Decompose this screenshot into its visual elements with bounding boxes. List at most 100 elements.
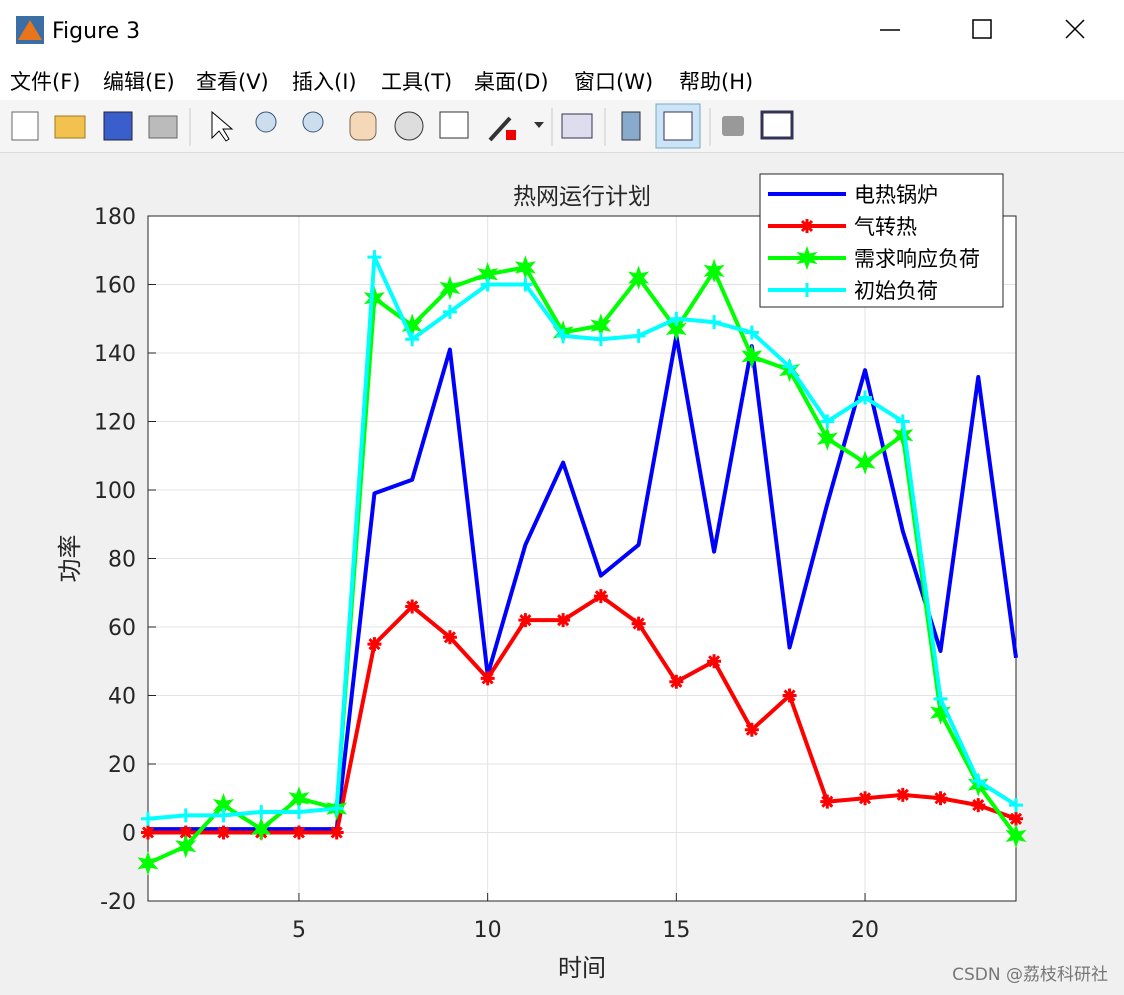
marker <box>895 787 910 802</box>
marker <box>216 825 231 840</box>
x-tick-label: 10 <box>474 918 502 943</box>
y-tick-label: 80 <box>108 548 136 573</box>
y-tick-label: 0 <box>122 822 136 847</box>
legend-icon <box>663 111 693 141</box>
marker <box>820 794 835 809</box>
y-tick-label: 140 <box>94 342 136 367</box>
y-tick-label: 40 <box>108 685 136 710</box>
brush-color <box>506 130 516 140</box>
marker <box>820 414 835 429</box>
marker <box>250 816 272 842</box>
marker <box>628 265 650 290</box>
marker <box>329 825 344 840</box>
marker <box>480 671 495 686</box>
window-title: Figure 3 <box>52 19 140 44</box>
y-tick-label: 20 <box>108 753 136 778</box>
marker <box>707 654 722 669</box>
legend-box <box>759 173 1004 308</box>
marker <box>480 277 495 292</box>
menu-item[interactable]: 插入(I) <box>292 70 357 94</box>
marker <box>1009 798 1023 813</box>
chart-title: 热网运行计划 <box>513 184 651 210</box>
marker <box>1005 823 1027 849</box>
new-icon[interactable] <box>11 111 39 141</box>
marker <box>707 315 722 330</box>
title-bar-graphics: Figure 3 <box>16 16 1085 44</box>
marker <box>1009 811 1023 826</box>
toolbar-icons <box>11 103 794 149</box>
marker <box>669 674 684 689</box>
marker <box>665 316 687 342</box>
marker <box>291 804 306 819</box>
y-tick-label: 100 <box>94 479 136 504</box>
marker <box>216 808 231 823</box>
dock-icon[interactable] <box>760 110 794 140</box>
marker <box>631 328 646 343</box>
marker <box>329 801 344 816</box>
maximize-button[interactable] <box>972 19 992 39</box>
menu-bar: 文件(F) 编辑(E) 查看(V) 插入(I) 工具(T) 桌面(D) 窗口(W… <box>0 58 1124 100</box>
zoom-in-icon[interactable] <box>255 111 277 133</box>
marker <box>796 245 818 271</box>
marker <box>254 804 269 819</box>
marker <box>291 825 306 840</box>
marker <box>514 255 536 280</box>
axes-box <box>147 215 1017 902</box>
marker <box>858 791 873 806</box>
marker <box>556 328 571 343</box>
menu-item[interactable]: 工具(T) <box>381 70 453 94</box>
y-tick-label: 120 <box>94 411 136 436</box>
marker <box>971 798 986 813</box>
marker <box>367 250 382 265</box>
menu-item[interactable]: 帮助(H) <box>679 70 754 94</box>
app-icon-shape <box>18 20 42 40</box>
print-icon[interactable] <box>148 115 178 139</box>
pan-icon[interactable] <box>349 111 377 141</box>
marker <box>800 219 814 233</box>
menu-item[interactable]: 桌面(D) <box>474 70 549 94</box>
title-bar: Figure 3 <box>0 0 1124 58</box>
marker <box>137 851 159 876</box>
hide-tools-icon[interactable] <box>722 116 744 136</box>
rotate-icon[interactable] <box>394 111 424 141</box>
legend-label: 初始负荷 <box>854 279 938 303</box>
toolbar <box>0 100 1124 153</box>
marker <box>593 589 608 604</box>
menu-item[interactable]: 窗口(W) <box>574 70 654 94</box>
link-icon[interactable] <box>561 113 593 139</box>
marker <box>895 414 910 429</box>
close-button[interactable] <box>1065 19 1085 39</box>
watermark: CSDN @荔枝科研社 <box>952 965 1108 985</box>
marker <box>442 630 457 645</box>
x-tick-label: 5 <box>292 918 306 943</box>
open-icon[interactable] <box>54 115 86 139</box>
menu-item[interactable]: 编辑(E) <box>103 70 175 94</box>
marker <box>178 825 193 840</box>
marker <box>971 774 986 789</box>
x-tick-label: 20 <box>851 918 879 943</box>
marker <box>141 811 155 826</box>
marker <box>703 258 725 283</box>
marker <box>178 808 193 823</box>
marker <box>405 599 420 614</box>
chart: -20 0 20 40 60 80 100 120 140 160 180 5 10 15 20 热网运行计划… <box>56 173 1108 985</box>
x-axis-label: 时间 <box>558 954 606 982</box>
marker <box>933 791 948 806</box>
y-tick-label: 180 <box>94 205 136 230</box>
marker <box>816 426 838 451</box>
legend-label: 电热锅炉 <box>854 183 938 207</box>
colorbar-icon[interactable] <box>621 111 641 141</box>
menu-item[interactable]: 查看(V) <box>196 70 269 94</box>
menu-item[interactable]: 文件(F) <box>10 70 81 94</box>
y-tick-label: 160 <box>94 274 136 299</box>
save-icon[interactable] <box>103 111 133 141</box>
zoom-out-icon[interactable] <box>302 111 324 133</box>
dropdown-arrow[interactable] <box>534 122 544 128</box>
marker <box>669 311 684 326</box>
brush-icon[interactable] <box>488 116 512 142</box>
marker <box>800 283 814 297</box>
marker <box>405 332 420 347</box>
datatip-icon[interactable] <box>439 111 469 139</box>
y-tick-label: -20 <box>100 890 136 915</box>
pointer-icon[interactable] <box>211 110 234 142</box>
